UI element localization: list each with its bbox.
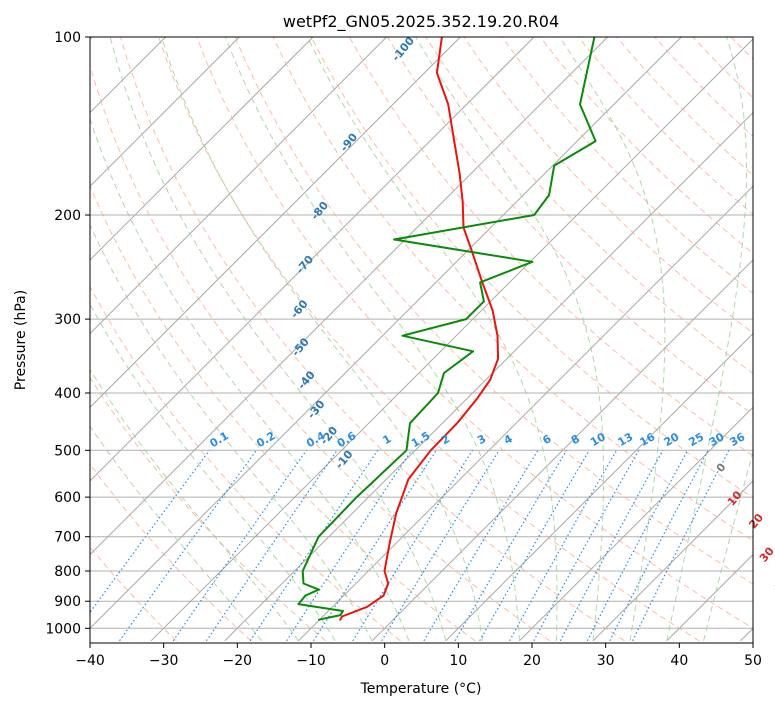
mixing-ratio-line bbox=[286, 449, 413, 642]
dry-adiabat-line bbox=[90, 463, 252, 642]
x-tick-label: 50 bbox=[744, 653, 762, 669]
moist-adiabat-line bbox=[703, 450, 753, 641]
y-axis: 100 200 300 400 500 600 700 800 900 1000 bbox=[45, 30, 90, 637]
dry-adiabat-line bbox=[196, 37, 753, 629]
mixing-ratio-line bbox=[313, 449, 437, 642]
x-tick-label: 40 bbox=[670, 653, 688, 669]
y-tick-label: 500 bbox=[54, 443, 81, 459]
isotherm-line bbox=[150, 38, 753, 642]
isotherm-line bbox=[90, 37, 535, 482]
mixing-ratio-line bbox=[609, 450, 709, 642]
x-axis: −40 −30 −20 −10 0 10 20 30 40 50 bbox=[75, 643, 762, 669]
y-tick-label: 800 bbox=[54, 564, 81, 580]
moist-adiabat-line bbox=[415, 37, 605, 641]
isotherm-line bbox=[224, 111, 753, 642]
mixing-ratio-line bbox=[205, 449, 338, 642]
moist-adiabat-line bbox=[559, 37, 666, 641]
y-tick-label: 600 bbox=[54, 490, 81, 506]
y-tick-label: 300 bbox=[54, 312, 81, 328]
mixing-ratio-line bbox=[559, 450, 664, 642]
moist-adiabat-line bbox=[90, 368, 299, 642]
mixing-ratio-line bbox=[249, 449, 379, 642]
isotherm-line bbox=[90, 37, 461, 409]
isotherm-line bbox=[592, 480, 753, 642]
background-lines bbox=[90, 37, 753, 642]
x-tick-label: −10 bbox=[296, 653, 326, 669]
dry-adiabat-line bbox=[158, 37, 700, 642]
dry-adiabat-line bbox=[120, 37, 625, 642]
dry-adiabat-line bbox=[234, 37, 753, 585]
moist-adiabat-line bbox=[307, 37, 558, 641]
x-tick-label: −20 bbox=[223, 653, 253, 669]
isotherm-line bbox=[445, 332, 753, 642]
x-tick-label: 10 bbox=[449, 653, 467, 669]
y-tick-label: 200 bbox=[54, 208, 81, 224]
moist-adiabat-label: 40 bbox=[771, 575, 775, 595]
series-layer bbox=[297, 37, 597, 621]
x-tick-label: 30 bbox=[597, 653, 615, 669]
moist-adiabat-line bbox=[109, 37, 447, 641]
moist-adiabat-line bbox=[90, 425, 262, 642]
y-tick-label: 100 bbox=[54, 30, 81, 46]
moist-adiabat-line bbox=[161, 37, 484, 641]
x-tick-label: −30 bbox=[149, 653, 179, 669]
dry-adiabat-line bbox=[272, 37, 753, 542]
isotherm-line bbox=[371, 259, 753, 642]
y-axis-label: Pressure (hPa) bbox=[13, 290, 29, 390]
moist-adiabat-line bbox=[90, 303, 336, 642]
x-axis-label: Temperature (°C) bbox=[360, 681, 482, 697]
chart-title: wetPf2_GN05.2025.352.19.20.R04 bbox=[283, 12, 559, 32]
mixing-ratio-line bbox=[172, 449, 307, 642]
x-tick-label: 0 bbox=[380, 653, 389, 669]
dewpoint-profile-line bbox=[297, 37, 597, 621]
mixing-ratio-line bbox=[90, 449, 210, 614]
moist-adiabat-line bbox=[666, 37, 747, 641]
dry-adiabat-line bbox=[310, 37, 753, 499]
y-tick-label: 1000 bbox=[45, 621, 81, 637]
plot-frame bbox=[89, 36, 754, 644]
y-tick-label: 900 bbox=[54, 594, 81, 610]
mixing-ratio-line bbox=[381, 449, 500, 642]
moist-adiabat-line bbox=[90, 223, 373, 642]
isotherm-line bbox=[519, 406, 753, 642]
mixing-ratio-line bbox=[119, 449, 257, 642]
y-tick-label: 400 bbox=[54, 386, 81, 402]
moist-adiabat-line bbox=[90, 117, 410, 641]
mixing-ratio-line bbox=[632, 450, 730, 642]
temperature-profile-line bbox=[339, 37, 500, 621]
dry-adiabat-line bbox=[463, 37, 753, 334]
isotherm-line bbox=[90, 37, 240, 188]
dry-adiabat-line bbox=[90, 376, 327, 642]
mixing-ratio-line bbox=[509, 449, 618, 642]
isotherm-line bbox=[90, 37, 387, 335]
isotherm-line bbox=[90, 37, 608, 556]
x-tick-label: 20 bbox=[523, 653, 541, 669]
x-tick-label: −40 bbox=[75, 653, 105, 669]
isotherm-line bbox=[90, 37, 682, 630]
moist-adiabat-line bbox=[225, 37, 520, 641]
dry-adiabat-line bbox=[501, 37, 753, 294]
isotherm-line bbox=[90, 37, 314, 261]
y-tick-label: 700 bbox=[54, 530, 81, 546]
mixing-ratio-line bbox=[533, 450, 640, 642]
dry-adiabat-line bbox=[90, 64, 551, 642]
